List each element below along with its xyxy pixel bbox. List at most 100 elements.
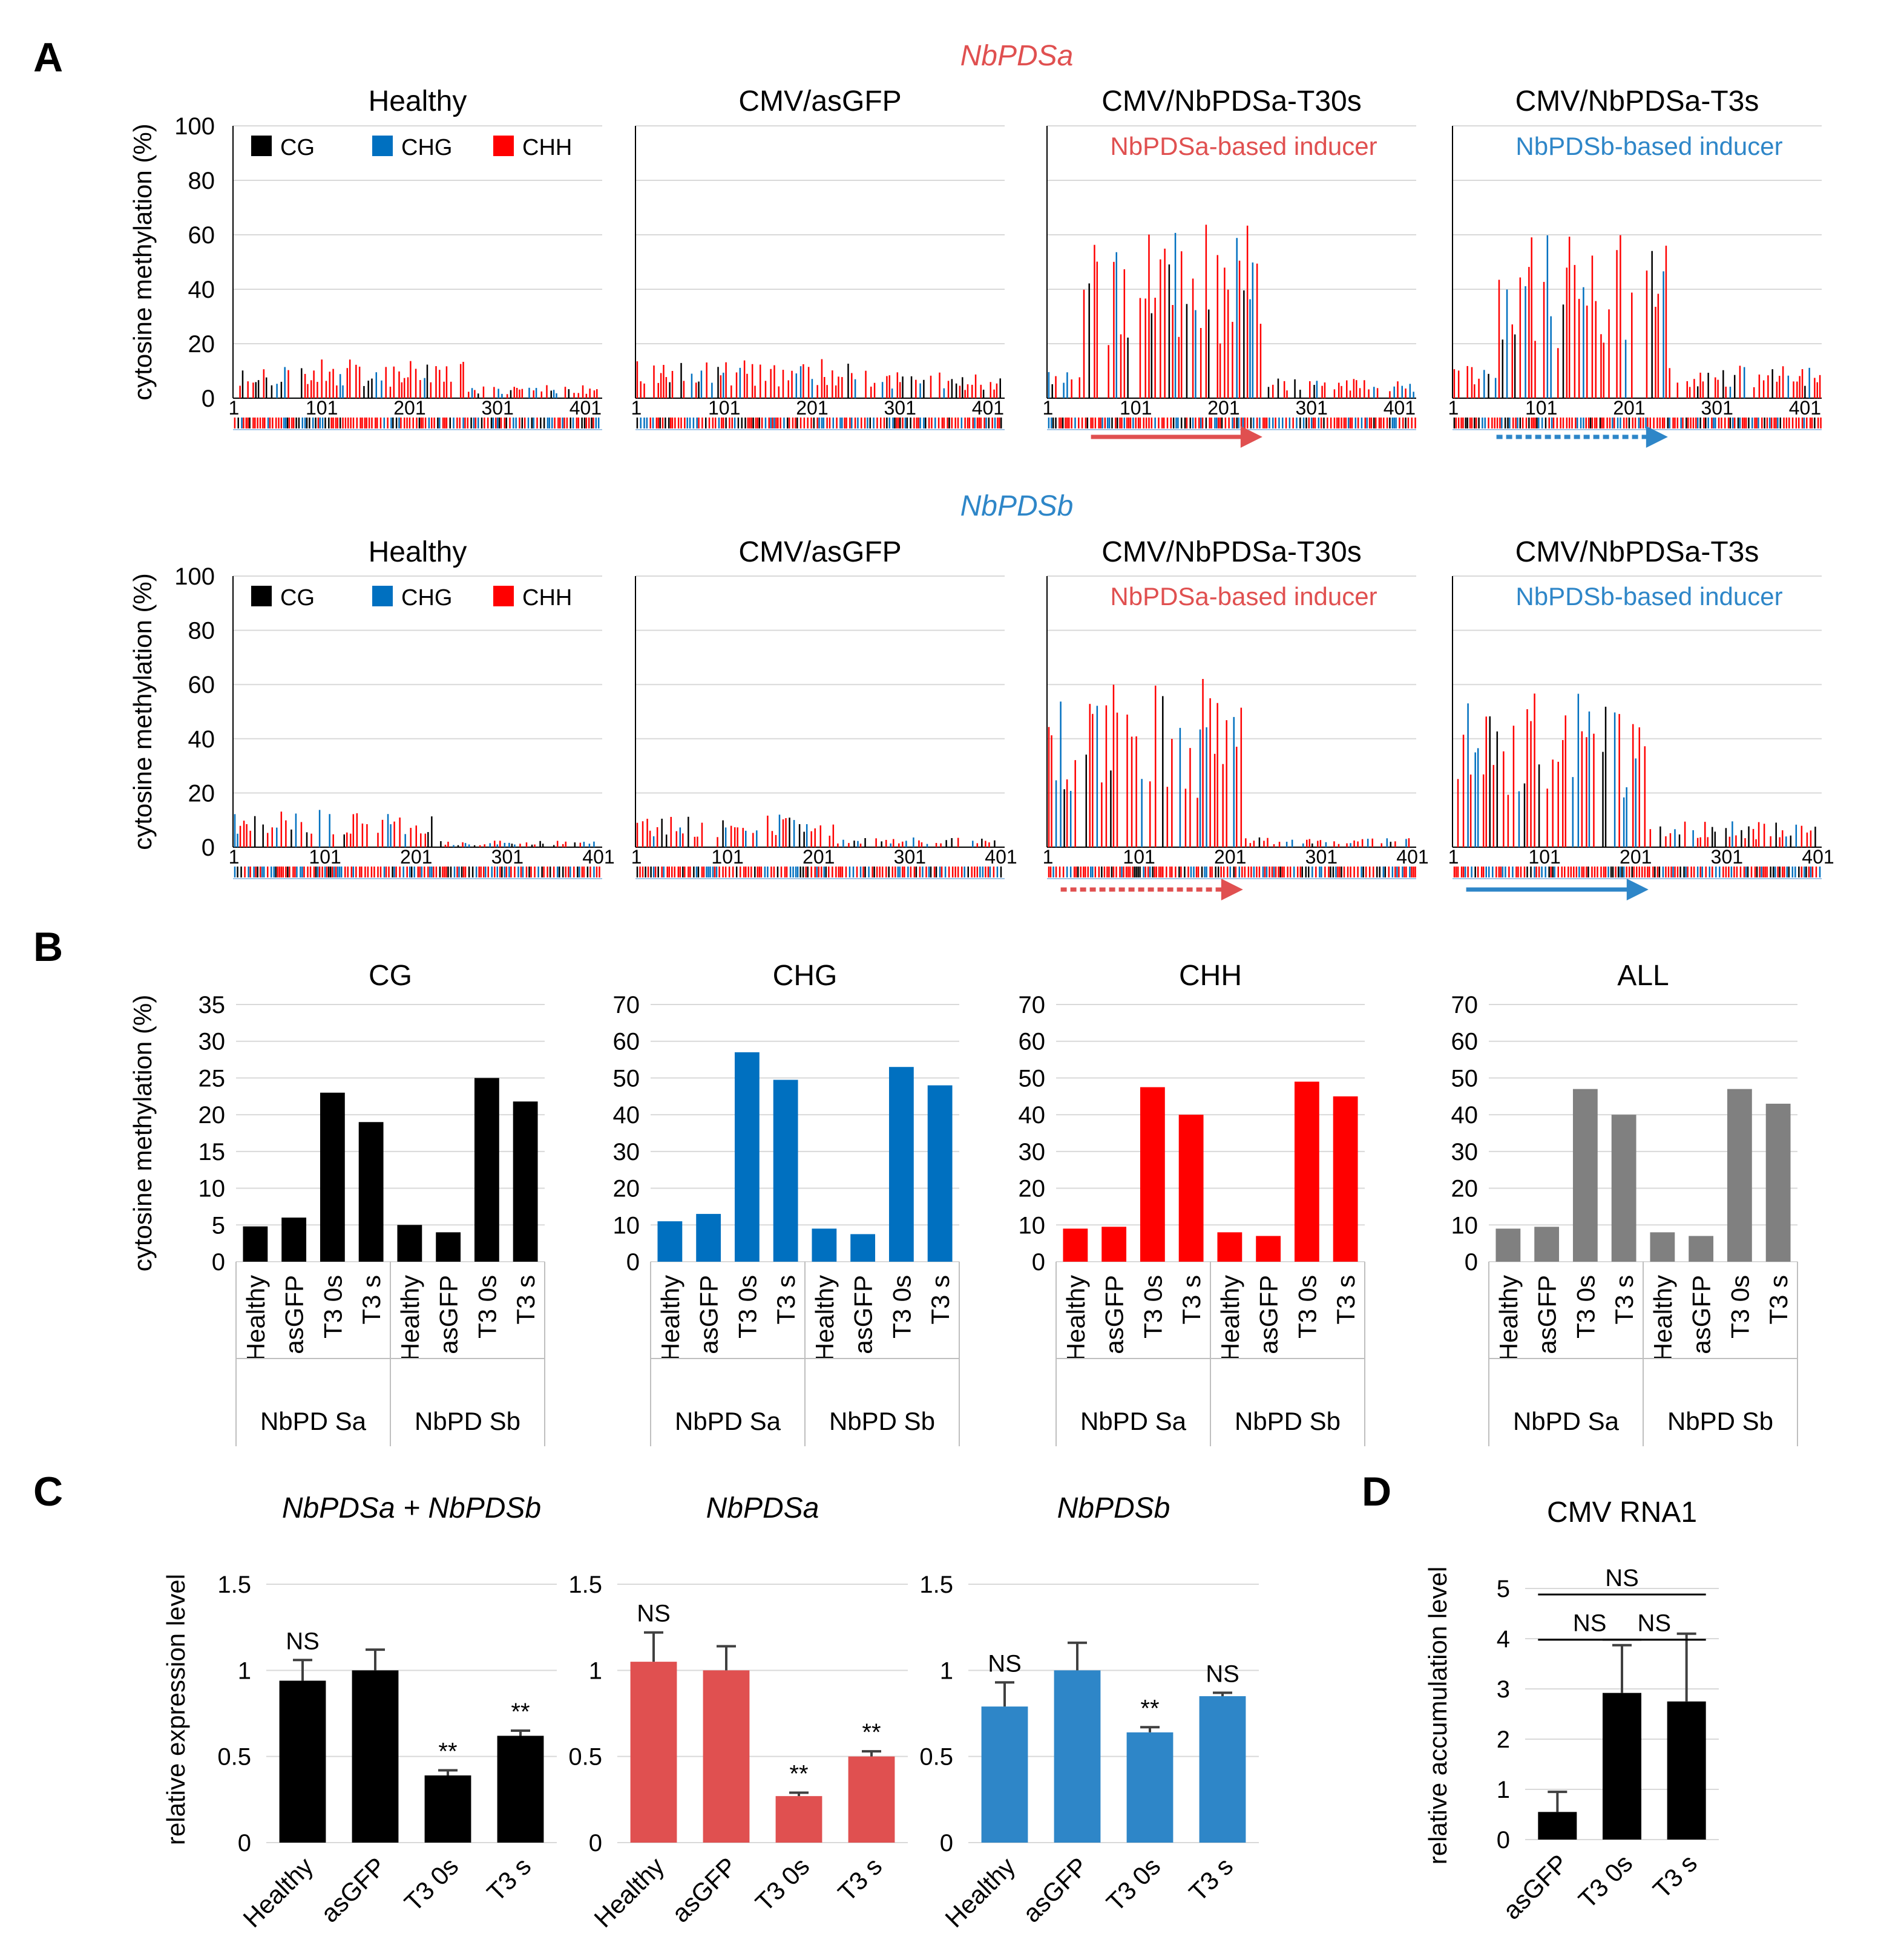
panel-label-c: C [33,1469,63,1515]
x-tick-label: 1 [1043,397,1054,419]
y-tick-label: 1 [589,1657,602,1684]
category-label: asGFP [666,1852,743,1928]
y-tick-label: 30 [199,1029,226,1055]
y-tick-label: 0 [626,1249,640,1276]
x-tick-label: 1 [229,397,240,419]
group-label: NbPD Sa [675,1407,781,1435]
legend-swatch [372,136,393,156]
bar [1054,1670,1101,1843]
bar [630,1662,677,1843]
x-tick-label: 201 [400,846,432,868]
methylation-summary-chart: CG 0 5 10 15 20 25 30 35 Healthy asGFP T3 0s T3 s Hea… [128,960,545,1446]
group-label: NbPD Sa [260,1407,367,1435]
x-tick-label: 301 [894,846,926,868]
bar [734,1052,760,1262]
legend-swatch [251,136,272,156]
legend-swatch [372,586,393,606]
category-label: asGFP [1017,1852,1094,1928]
significance-label: ** [789,1760,808,1787]
y-tick-label: 80 [188,618,215,644]
bar [1650,1232,1675,1262]
x-tick-label: 301 [1701,397,1733,419]
x-tick-label: 301 [1305,846,1338,868]
y-tick-label: 1.5 [568,1572,602,1598]
category-label: T3 s [926,1275,954,1325]
category-label: Healthy [396,1275,424,1361]
panel-title: CMV/NbPDSa-T3s [1515,536,1759,568]
bar [696,1214,721,1262]
x-tick-label: 201 [1214,846,1246,868]
category-label: T3 0s [1573,1849,1638,1914]
category-label: asGFP [315,1852,392,1928]
category-label: T3 s [1177,1275,1206,1325]
bar [1765,1103,1791,1262]
category-label: T3 s [832,1852,887,1907]
x-tick-label: 1 [1448,397,1459,419]
category-label: Healthy [1216,1275,1244,1361]
y-tick-label: 0 [1465,1249,1478,1276]
panel-label-a: A [33,34,63,80]
bar [775,1796,822,1843]
x-tick-label: 1 [1043,846,1054,868]
bar [888,1067,914,1262]
y-tick-label: 4 [1497,1626,1510,1653]
significance-label: ** [1140,1695,1159,1722]
y-tick-label: 70 [613,992,640,1018]
bar [1603,1693,1641,1840]
y-tick-label: 0 [1497,1827,1510,1853]
y-tick-label: 60 [188,672,215,698]
y-tick-label: 0 [238,1830,251,1857]
legend-swatch [251,586,272,606]
category-label: T3 0s [750,1852,815,1917]
chart-title: CMV RNA1 [1547,1496,1697,1529]
y-tick-label: 20 [613,1176,640,1202]
expression-chart: CMV RNA1 0 1 2 3 4 5 asGFP T3 0s T3 s NS NS NS [1497,1496,1719,1925]
y-tick-label: 0 [589,1830,602,1857]
category-label: T3 0s [1138,1275,1167,1339]
bar [281,1218,307,1262]
y-tick-label: 3 [1497,1676,1510,1703]
x-tick-label: 101 [708,397,740,419]
category-label: Healthy [939,1852,1020,1933]
methylation-summary-chart: CHH 0 10 20 30 40 50 60 70 Healthy asGFP T3 0s T3 s H… [1019,960,1365,1446]
legend-label: CHH [522,585,572,611]
category-label: Healthy [237,1852,318,1933]
gene-heading: NbPDSa [960,40,1074,72]
x-tick-label: 201 [1620,846,1652,868]
y-tick-label: 2 [1497,1726,1510,1753]
x-tick-label: 301 [1711,846,1743,868]
category-label: T3 s [1183,1852,1238,1907]
bar [279,1680,326,1843]
bar [657,1221,683,1262]
methylation-summary-chart: CHG 0 10 20 30 40 50 60 70 Healthy asGFP T3 0s T3 s H… [613,960,960,1446]
x-tick-label: 201 [393,397,425,419]
category-label: T3 s [1647,1849,1702,1904]
bar [1667,1701,1706,1840]
methylation-panel: CMV/NbPDSa-T30s 1 101 201 301 401 NbPDSa-based… [1043,536,1429,900]
panel-title: CMV/NbPDSa-T30s [1101,536,1361,568]
bar [1217,1232,1243,1262]
x-tick-label: 101 [1123,846,1155,868]
panel-b: B CG 0 5 10 15 20 25 30 35 Healthy asGFP T3 0s T3 s He… [33,924,1798,1446]
y-tick-label: 50 [1451,1065,1479,1092]
x-tick-label: 1 [631,397,642,419]
bar [773,1080,798,1262]
bar [1126,1732,1174,1843]
y-tick-label: 15 [199,1139,226,1165]
y-tick-label: 100 [174,563,215,590]
panel-label-d: D [1362,1469,1391,1515]
category-label: T3 0s [1293,1275,1321,1339]
y-tick-label: 0 [202,834,215,861]
comparison-label: NS [1573,1610,1607,1637]
chart-title: NbPDSa + NbPDSb [282,1492,541,1524]
category-label: T3 s [772,1275,800,1325]
category-label: T3 0s [733,1275,761,1339]
x-tick-label: 201 [1207,397,1239,419]
group-label: NbPD Sb [829,1407,935,1435]
y-tick-label: 0 [212,1249,225,1276]
category-label: T3 0s [1101,1852,1166,1917]
x-tick-label: 1 [631,846,642,868]
panel-title: Healthy [369,536,467,568]
